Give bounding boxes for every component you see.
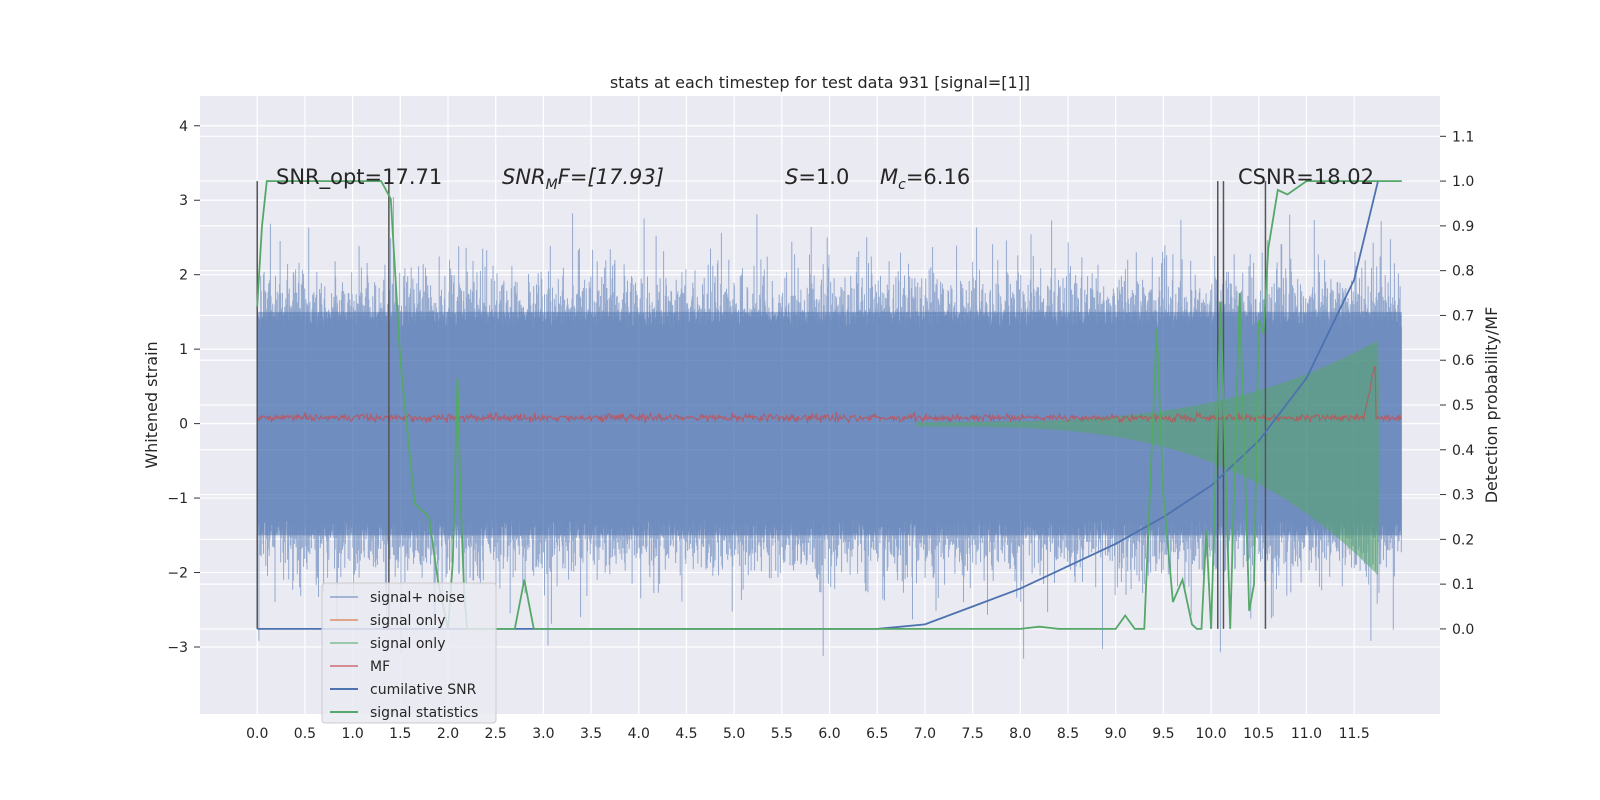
annotation-snr-mf: SNRMF=[17.93]	[502, 165, 664, 193]
y-tick-label: −2	[167, 566, 188, 582]
annotation-csnr: CSNR=18.02	[1238, 165, 1374, 189]
y-tick-label: 1	[179, 342, 188, 358]
right-y-tick-label: 0.7	[1452, 308, 1474, 324]
x-tick-label: 8.5	[1057, 726, 1079, 742]
legend-label: signal only	[370, 613, 445, 629]
y-axis-label: Whitened strain	[142, 341, 161, 468]
annotation-snr-mf-main: SNR	[502, 165, 546, 189]
x-tick-label: 0.5	[294, 726, 316, 742]
x-tick-label: 11.5	[1339, 726, 1370, 742]
x-tick-label: 1.5	[389, 726, 411, 742]
x-tick-label: 7.0	[914, 726, 936, 742]
right-y-tick-label: 0.8	[1452, 264, 1474, 280]
right-y-tick-label: 0.5	[1452, 398, 1474, 414]
y-tick-label: 4	[179, 119, 188, 135]
y-tick-label: 3	[179, 193, 188, 209]
y-tick-label: 0	[179, 417, 188, 433]
right-y-tick-label: 0.9	[1452, 219, 1474, 235]
legend-box	[321, 582, 497, 724]
x-tick-label: 10.5	[1243, 726, 1274, 742]
y-tick-label: 2	[179, 268, 188, 284]
x-tick-label: 10.0	[1195, 726, 1226, 742]
legend-label: cumilative SNR	[370, 682, 477, 698]
x-tick-label: 7.5	[961, 726, 983, 742]
x-tick-label: 1.0	[341, 726, 363, 742]
x-tick-label: 2.5	[485, 726, 507, 742]
x-tick-label: 4.5	[675, 726, 697, 742]
x-tick-label: 6.0	[818, 726, 840, 742]
x-tick-label: 3.0	[532, 726, 554, 742]
right-y-tick-label: 1.0	[1452, 174, 1474, 190]
x-tick-label: 9.5	[1152, 726, 1174, 742]
cumilative-snr-series	[257, 180, 1379, 630]
x-tick-label: 0.0	[246, 726, 268, 742]
annotation-mc: Mc=6.16	[880, 165, 970, 193]
right-y-tick-label: 0.2	[1452, 532, 1474, 548]
x-tick-label: 8.0	[1009, 726, 1031, 742]
x-tick-labels: 0.0 0.5 1.0 1.5 2.0 2.5 3.0 3.5 4.0 4.5 5.0 5.5 6.0 6…	[246, 726, 1370, 742]
annotation-mc-value: =6.16	[906, 165, 970, 189]
x-tick-label: 6.5	[866, 726, 888, 742]
annotation-snr-mf-sub: M	[546, 177, 558, 193]
annotation-s-value: =1.0	[798, 165, 849, 189]
annotation-s: S=1.0	[785, 165, 849, 189]
right-y-tick-label: 1.1	[1452, 129, 1474, 145]
y-tick-labels: −3 −2 −1 0 1 2 3 4	[167, 119, 200, 656]
right-y-tick-labels: 0.0 0.1 0.2 0.3 0.4 0.5 0.6 0.7 0.8 0.9 1.0 1.1	[1440, 129, 1474, 638]
annotation-snr-mf-rest: F=[17.93]	[558, 165, 664, 189]
right-y-tick-label: 0.0	[1452, 622, 1474, 638]
annotation-mc-symbol: M	[880, 165, 898, 189]
legend-label: signal only	[370, 636, 445, 652]
legend-label: signal statistics	[370, 705, 478, 721]
right-y-tick-label: 0.6	[1452, 353, 1474, 369]
legend: signal+ noise signal only signal only MF cum…	[321, 582, 497, 724]
signal-statistics-series	[256, 180, 1402, 630]
annotation-s-symbol: S	[785, 165, 798, 189]
x-tick-label: 3.5	[580, 726, 602, 742]
annotation-mc-sub: c	[898, 177, 906, 193]
y-tick-label: −3	[167, 640, 188, 656]
x-tick-label: 5.0	[723, 726, 745, 742]
mf-series	[256, 365, 1402, 425]
right-y-tick-label: 0.3	[1452, 488, 1474, 504]
legend-label: MF	[370, 659, 390, 675]
annotation-snr-opt: SNR_opt=17.71	[276, 165, 442, 190]
right-y-tick-label: 0.4	[1452, 443, 1474, 459]
x-tick-label: 5.5	[771, 726, 793, 742]
right-y-axis-label: Detection probability/MF	[1482, 307, 1501, 504]
right-y-tick-label: 0.1	[1452, 577, 1474, 593]
x-tick-label: 4.0	[628, 726, 650, 742]
x-tick-label: 2.0	[437, 726, 459, 742]
chart-title: stats at each timestep for test data 931…	[610, 73, 1030, 92]
signal-only-series	[915, 340, 1380, 576]
x-tick-label: 9.0	[1105, 726, 1127, 742]
x-tick-label: 11.0	[1291, 726, 1322, 742]
y-tick-label: −1	[167, 491, 188, 507]
legend-label: signal+ noise	[370, 590, 465, 606]
